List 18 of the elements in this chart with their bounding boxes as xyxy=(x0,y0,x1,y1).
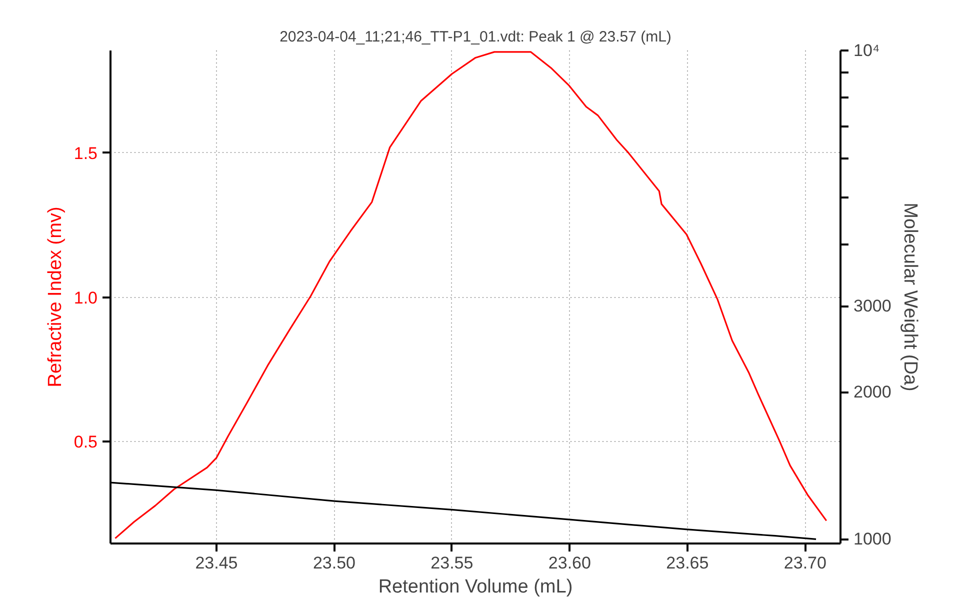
y2-tick-label: 2000 xyxy=(854,382,892,402)
x-tick-label: 23.70 xyxy=(784,554,826,572)
y2-tick-label: 10⁴ xyxy=(854,41,880,60)
x-tick-label: 23.65 xyxy=(666,554,709,572)
y-axis-title: Refractive Index (mv) xyxy=(44,206,66,388)
x-tick-label: 23.60 xyxy=(548,554,591,572)
x-axis-title: Retention Volume (mL) xyxy=(378,576,573,598)
y2-axis-title: Molecular Weight (Da) xyxy=(899,202,920,392)
y2-tick-label: 3000 xyxy=(854,296,892,316)
y-tick-label: 1.0 xyxy=(74,288,98,308)
x-tick-label: 23.50 xyxy=(312,554,356,572)
y-tick-label: 0.5 xyxy=(74,432,98,452)
x-tick-label: 23.55 xyxy=(430,554,474,572)
x-tick-label: 23.45 xyxy=(195,554,238,572)
line-series xyxy=(114,51,828,540)
y2-tick-label: 1000 xyxy=(854,530,892,549)
chart-title: 2023-04-04_11;21;46_TT-P1_01.vdt: Peak 1 @ 23.57 (mL) xyxy=(280,28,672,46)
y-tick-label: 1.5 xyxy=(74,144,98,163)
